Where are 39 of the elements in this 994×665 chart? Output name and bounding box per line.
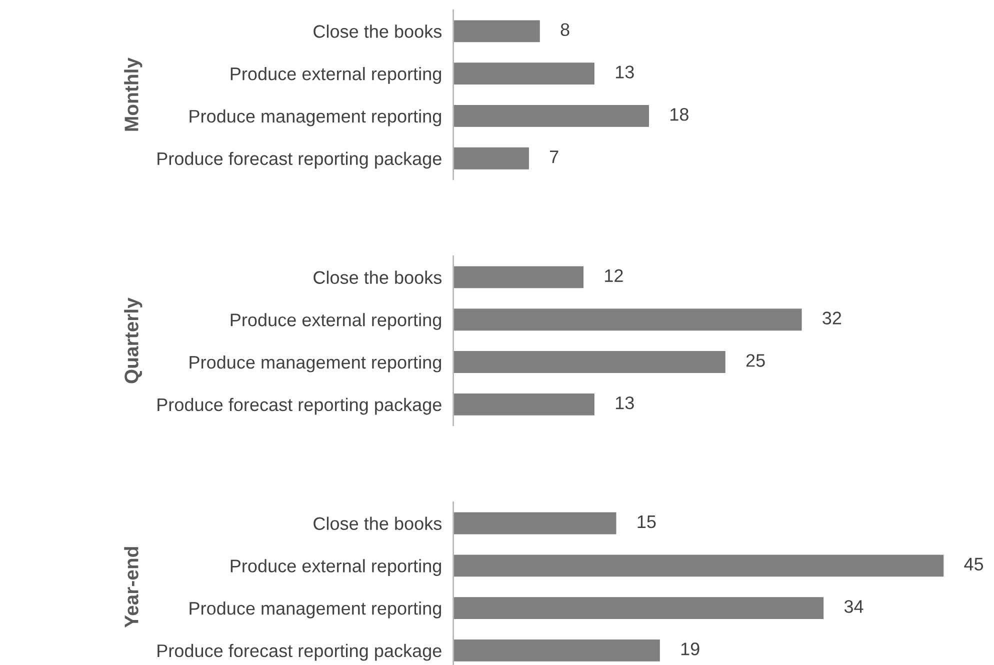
data-label: 18 <box>670 108 688 121</box>
bar <box>453 392 596 417</box>
bar <box>453 596 825 620</box>
bar <box>453 146 530 171</box>
y-tick-label: Produce management reporting <box>190 109 442 126</box>
y-tick-label: Produce management reporting <box>190 355 442 372</box>
data-label: 15 <box>638 516 656 528</box>
data-label: 8 <box>560 23 570 36</box>
data-label: 19 <box>681 642 700 656</box>
bar <box>453 61 596 86</box>
y-axis-title: Year-end <box>124 547 138 628</box>
y-tick-label: Close the books <box>314 516 442 530</box>
y-axis-title: Quarterly <box>124 298 142 384</box>
bar <box>453 307 804 332</box>
bar <box>453 104 650 128</box>
y-tick-label: Produce external reporting <box>230 559 442 576</box>
y-tick-label: Produce external reporting <box>230 313 442 330</box>
y-tick-label: Produce forecast reporting package <box>158 644 442 661</box>
y-tick-label: Produce forecast reporting package <box>158 398 442 415</box>
data-label: 7 <box>550 150 558 164</box>
y-tick-label: Produce external reporting <box>230 67 442 84</box>
y-axis-title: Monthly <box>124 58 142 131</box>
data-label: 34 <box>844 600 864 613</box>
y-tick-label: Produce forecast reporting package <box>158 152 442 169</box>
data-label: 13 <box>616 396 634 410</box>
y-tick-label: Close the books <box>314 270 442 284</box>
y-tick-label: Produce management reporting <box>190 602 442 618</box>
bar <box>453 510 618 536</box>
data-label: 13 <box>616 66 634 78</box>
bar <box>453 264 585 290</box>
bar <box>453 638 662 663</box>
y-tick-label: Close the books <box>314 24 442 38</box>
data-label: 25 <box>746 354 765 367</box>
bar <box>453 18 542 44</box>
bar <box>453 553 944 578</box>
bar <box>453 350 727 374</box>
data-label: 45 <box>964 558 984 571</box>
data-label: 12 <box>605 269 623 282</box>
data-label: 32 <box>822 312 842 324</box>
